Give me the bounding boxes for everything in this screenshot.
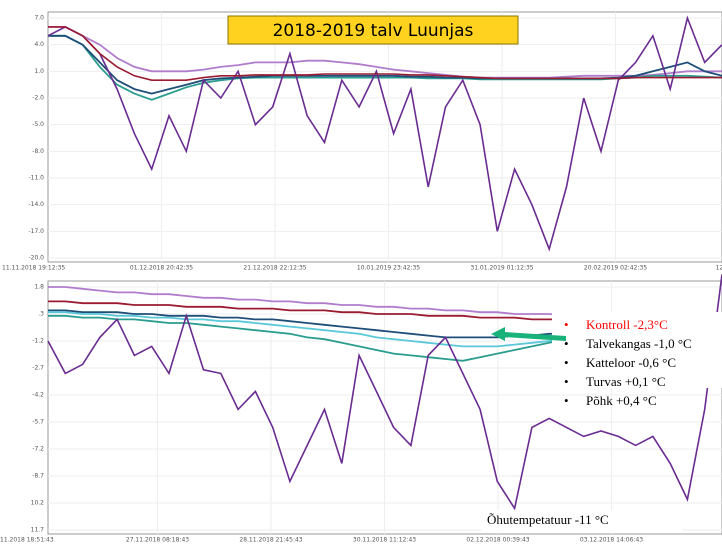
series-line [47, 274, 722, 511]
title-box [227, 15, 519, 45]
y-tick-label: -14.0 [28, 201, 44, 208]
y-tick-label: -5.7 [32, 419, 44, 426]
plot-area [47, 11, 722, 263]
legend-bullet: • [564, 374, 569, 389]
x-tick-label: 02.12.2018 00:39:43 [466, 537, 529, 544]
y-tick-label: 10.2 [31, 500, 45, 507]
x-tick-label: 28.11.2018 21:45:43 [239, 537, 302, 544]
y-tick-label: -2.7 [32, 365, 44, 372]
x-tick-label: 03.12.2018 14:06:43 [580, 537, 643, 544]
y-tick-label: -7.2 [32, 446, 44, 453]
y-tick-label: -11.0 [28, 175, 44, 182]
legend-text: Kontroll -2,3°C [586, 317, 668, 332]
legend-text: Põhk +0,4 °C [586, 393, 657, 408]
air-note: Õhutempetatuur -11 °C [487, 512, 609, 527]
y-tick-label: -20.0 [28, 255, 44, 262]
y-tick-label: -5.0 [32, 121, 44, 128]
y-tick-label: -1.2 [32, 338, 44, 345]
x-tick-label: 30.11.2018 11:12:43 [353, 537, 416, 544]
arrow [491, 327, 566, 341]
x-tick-label: 10.01.2019 23:42:35 [357, 265, 420, 272]
y-tick-label: -8.0 [32, 148, 44, 155]
legend-text: Turvas +0,1 °C [586, 374, 666, 389]
x-tick-label: 31.01.2019 01:12:35 [470, 265, 533, 272]
y-tick-label: -17.0 [28, 228, 44, 235]
y-tick-label: -4.2 [32, 392, 44, 399]
legend-bullet: • [564, 393, 569, 408]
series-line [47, 15, 722, 252]
x-tick-label: 11.11.2018 19:12:35 [2, 265, 65, 272]
legend-bullet: • [564, 355, 569, 370]
y-tick-label: 1.8 [34, 284, 44, 291]
x-tick-label: 12.03.20 [716, 265, 722, 272]
series-line [48, 26, 722, 79]
y-tick-label: .3 [38, 311, 44, 318]
legend-text: Talvekangas -1,0 °C [586, 336, 692, 351]
x-tick-label: 11.2018 18:51:43 [0, 537, 54, 544]
x-tick-label: 27.11.2018 08:18:43 [126, 537, 189, 544]
legend-bullet: • [564, 336, 569, 351]
y-tick-label: 1.0 [34, 68, 44, 75]
series-line [48, 26, 722, 81]
y-tick-label: -2.0 [32, 95, 44, 102]
x-tick-label: 20.02.2019 02:42:35 [584, 265, 647, 272]
legend-bullet: • [564, 317, 569, 332]
y-tick-label: 11.7 [31, 527, 45, 534]
x-tick-label: 01.12.2018 20:42:35 [130, 265, 193, 272]
y-tick-label: -8.7 [32, 473, 44, 480]
y-tick-label: 7.0 [34, 15, 44, 22]
note-box [482, 510, 682, 532]
x-tick-label: 21.12.2018 22:12:35 [243, 265, 306, 272]
legend-text: Katteloor -0,6 °C [586, 355, 676, 370]
legend-box [552, 312, 722, 388]
y-tick-label: 4.0 [34, 41, 44, 48]
title: 2018-2019 talv Luunjas [273, 21, 474, 41]
